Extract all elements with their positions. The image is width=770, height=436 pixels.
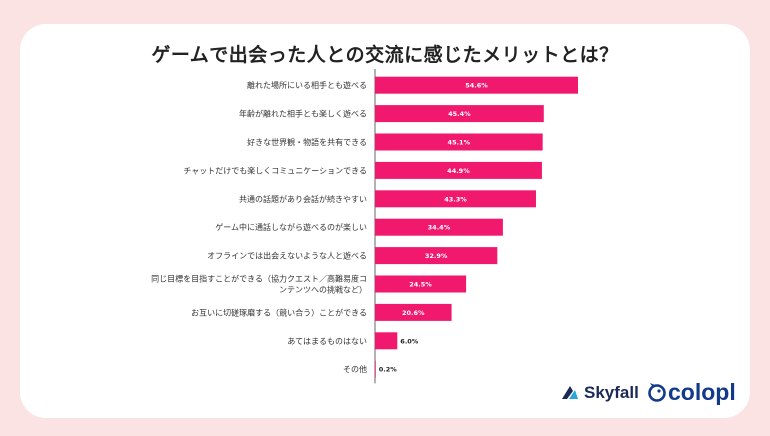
bar: [375, 190, 536, 208]
value-label: 44.9%: [447, 167, 470, 175]
value-label: 24.5%: [409, 281, 432, 289]
bar: [375, 332, 398, 350]
skyfall-wordmark: Skyfall: [584, 383, 639, 402]
category-label: 離れた場所にいる相手とも遊べる: [247, 80, 367, 90]
category-label: あてはまるものはない: [287, 337, 367, 346]
category-label: 共通の話題があり会話が続きやすい: [239, 194, 367, 204]
bar: [375, 247, 498, 265]
category-label: チャットだけでも楽しくコミュニケーションできる: [183, 165, 367, 175]
bar: [375, 76, 578, 94]
category-label: 年齢が離れた相手とも楽しく遊べる: [239, 109, 367, 119]
value-label: 20.6%: [402, 309, 425, 317]
category-label: 同じ目標を目指すことができる（協力クエスト／高難易度コ: [151, 274, 367, 284]
bar: [375, 275, 467, 293]
category-label: その他: [343, 364, 367, 374]
category-label: お互いに切磋琢磨する（競い合う）ことができる: [191, 307, 367, 317]
chart-title: ゲームで出会った人との交流に感じたメリットとは？: [151, 44, 619, 66]
value-label: 43.3%: [444, 195, 467, 203]
bar: [375, 218, 503, 236]
skyfall-logo: Skyfall: [560, 383, 639, 403]
colopl-wordmark: colopl: [668, 379, 736, 405]
category-label: オフラインでは出会えないような人と遊べる: [207, 251, 367, 261]
value-label: 45.4%: [448, 110, 471, 118]
bar: [375, 105, 544, 123]
category-label: ンテンツへの挑戦など）: [279, 285, 367, 295]
value-label: 54.6%: [465, 82, 488, 90]
value-label: 6.0%: [400, 337, 419, 345]
value-label: 45.1%: [448, 139, 471, 147]
value-label: 34.4%: [428, 224, 451, 232]
skyfall-mark-icon: [562, 386, 578, 399]
bar: [375, 161, 542, 179]
colopl-logo: colopl: [648, 379, 736, 406]
bar: [375, 360, 376, 378]
category-label: 好きな世界観・物語を共有できる: [247, 137, 367, 147]
bar: [375, 133, 543, 151]
value-label: 32.9%: [425, 252, 448, 260]
colopl-bird-icon: [648, 382, 666, 402]
category-label: ゲーム中に通話しながら遊べるのが楽しい: [215, 222, 367, 232]
value-label: 0.2%: [379, 366, 398, 374]
bar: [375, 303, 452, 321]
